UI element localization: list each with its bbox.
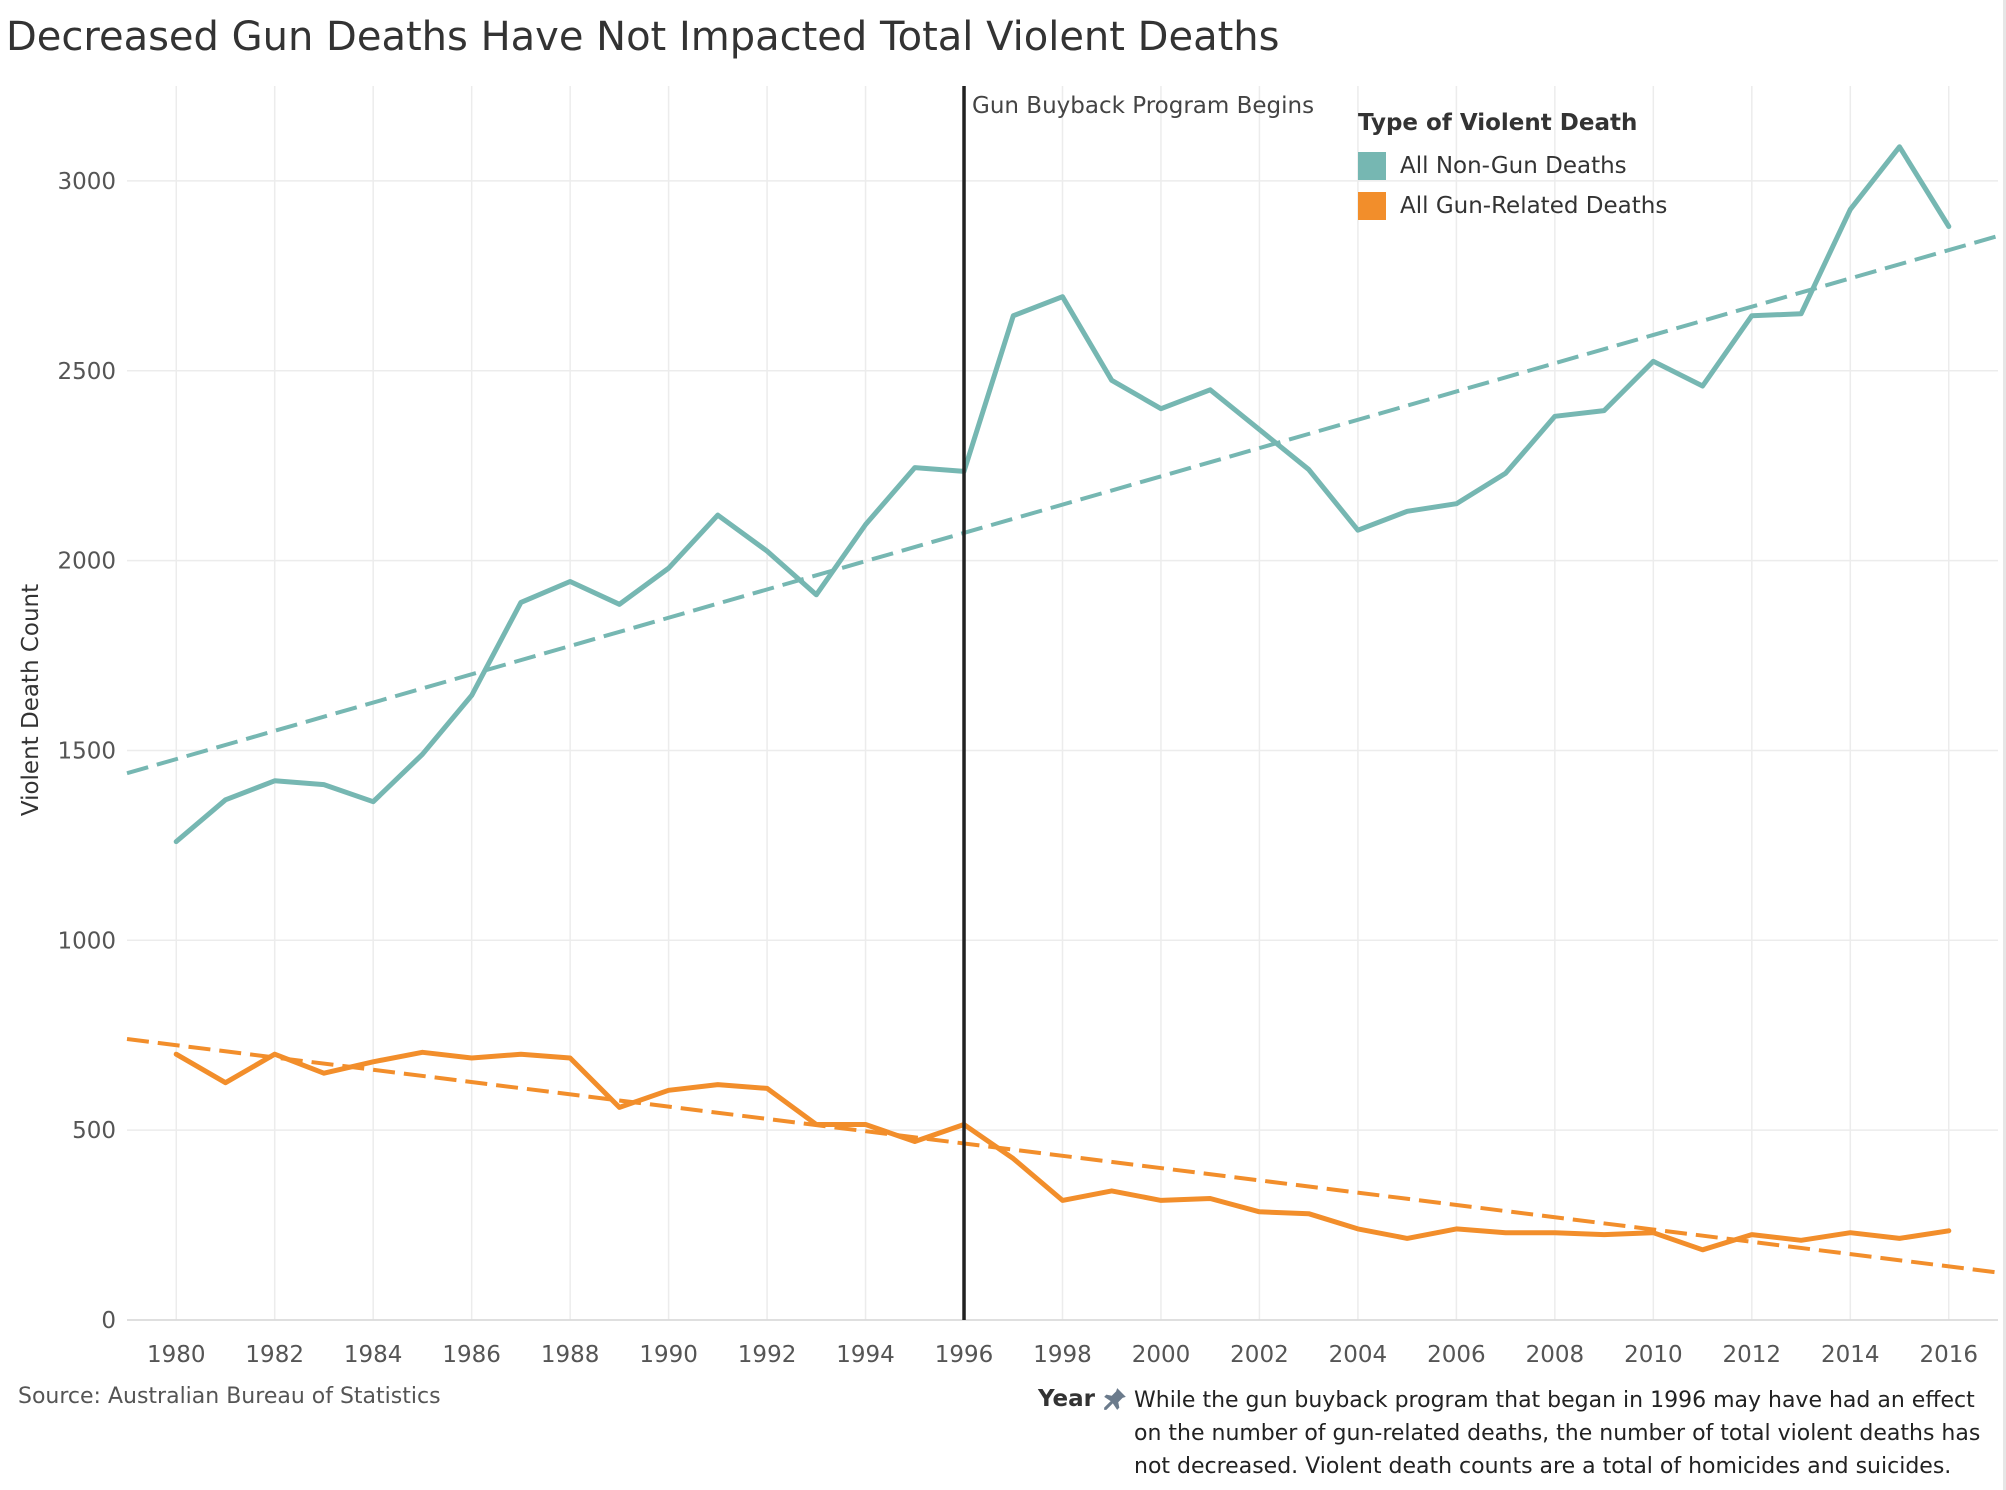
- y-tick-label: 2500: [57, 359, 116, 385]
- legend-swatch-gun: [1358, 192, 1386, 220]
- y-tick-label: 1500: [57, 738, 116, 764]
- x-tick-label: 1996: [935, 1342, 994, 1368]
- y-tick-label: 1000: [57, 928, 116, 954]
- legend-label-non-gun: All Non-Gun Deaths: [1400, 153, 1627, 179]
- x-tick-label: 1998: [1033, 1342, 1092, 1368]
- series-lines: [173, 144, 1952, 1253]
- legend-swatch-non-gun: [1358, 152, 1386, 180]
- chart-title: Decreased Gun Deaths Have Not Impacted T…: [6, 14, 1280, 60]
- legend-title: Type of Violent Death: [1358, 110, 1638, 136]
- x-tick-label: 2002: [1230, 1342, 1289, 1368]
- annotation-label: Gun Buyback Program Begins: [972, 93, 1314, 119]
- y-tick-label: 2000: [57, 549, 116, 575]
- y-axis-ticks: 0 500 1000 1500 2000 2500 3000: [57, 169, 116, 1334]
- x-tick-label: 2000: [1132, 1342, 1191, 1368]
- grid-lines: [127, 86, 1998, 1321]
- series-line-0[interactable]: [173, 144, 1952, 845]
- trend-line-0: [126, 234, 1999, 776]
- x-tick-label: 1990: [639, 1342, 698, 1368]
- x-tick-label: 2008: [1526, 1342, 1585, 1368]
- x-tick-label: 2004: [1329, 1342, 1388, 1368]
- y-tick-label: 3000: [57, 169, 116, 195]
- x-tick-label: 1988: [541, 1342, 600, 1368]
- y-tick-label: 500: [72, 1118, 116, 1144]
- y-axis-label: Violent Death Count: [18, 584, 44, 816]
- legend: Type of Violent Death All Non-Gun Deaths…: [1358, 110, 1667, 226]
- x-tick-label: 2010: [1624, 1342, 1683, 1368]
- x-tick-label: 1986: [442, 1342, 501, 1368]
- x-tick-label: 2012: [1723, 1342, 1782, 1368]
- legend-label-gun: All Gun-Related Deaths: [1400, 193, 1668, 219]
- x-tick-label: 1992: [738, 1342, 797, 1368]
- x-axis-ticks: 1980 1982 1984 1986 1988 1990 1992 1994 1996 1998…: [147, 1342, 1978, 1368]
- x-tick-label: 2006: [1427, 1342, 1486, 1368]
- x-axis-label: Year: [1038, 1386, 1096, 1412]
- x-tick-label: 2016: [1919, 1342, 1978, 1368]
- x-tick-label: 1980: [147, 1342, 206, 1368]
- legend-item-gun[interactable]: All Gun-Related Deaths: [1358, 186, 1667, 226]
- series-line-1[interactable]: [173, 1049, 1952, 1253]
- trend-lines: [126, 234, 1999, 1275]
- source-caption: Source: Australian Bureau of Statistics: [18, 1384, 441, 1409]
- frame-edge: [2003, 0, 2006, 1490]
- x-tick-label: 1982: [245, 1342, 304, 1368]
- legend-item-non-gun[interactable]: All Non-Gun Deaths: [1358, 146, 1667, 186]
- x-tick-label: 2014: [1821, 1342, 1880, 1368]
- annotation-layer: Gun Buyback Program Begins: [962, 86, 1314, 1320]
- chart-caption-note: While the gun buyback program that began…: [1134, 1388, 1981, 1479]
- x-tick-label: 1994: [836, 1342, 895, 1368]
- x-tick-label: 1984: [344, 1342, 403, 1368]
- trend-line-1: [126, 1037, 1999, 1275]
- pin-icon[interactable]: [1102, 1386, 1128, 1412]
- y-tick-label: 0: [101, 1308, 116, 1334]
